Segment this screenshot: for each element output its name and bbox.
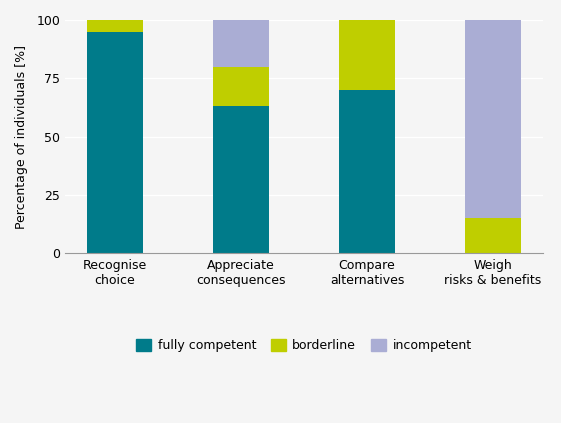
Bar	[465, 20, 521, 218]
Bar	[213, 20, 269, 67]
Bar	[339, 90, 396, 253]
Legend: fully competent, borderline, incompetent: fully competent, borderline, incompetent	[131, 334, 477, 357]
Bar	[87, 20, 144, 32]
Bar	[213, 67, 269, 106]
Y-axis label: Percentage of individuals [%]: Percentage of individuals [%]	[15, 45, 28, 229]
Bar	[339, 20, 396, 90]
Bar	[87, 32, 144, 253]
Bar	[213, 106, 269, 253]
Bar	[465, 218, 521, 253]
